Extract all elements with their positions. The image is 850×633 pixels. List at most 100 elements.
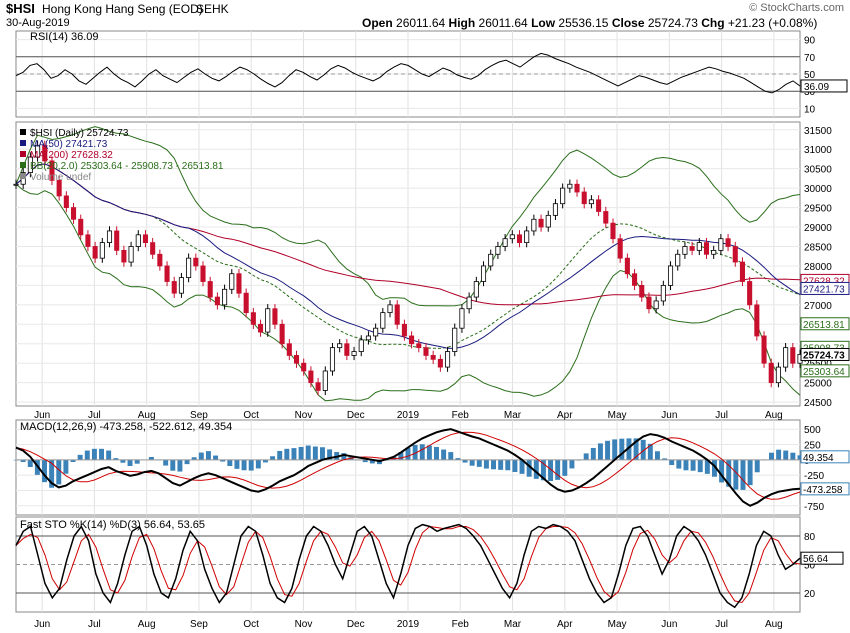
candle-body	[646, 296, 652, 310]
macd-histogram-bar	[483, 459, 489, 469]
macd-histogram-bar	[99, 448, 104, 460]
macd-histogram-bar	[676, 459, 682, 469]
macd-histogram-bar	[106, 450, 112, 460]
macd-histogram-bar	[505, 459, 511, 471]
legend-label-4: Volume undef	[30, 172, 91, 183]
candle-body	[790, 347, 796, 364]
low-value: 25536.15	[558, 16, 609, 30]
candle-body	[243, 292, 249, 314]
x-label-price-13: Jul	[715, 410, 728, 421]
rsi-line	[15, 52, 801, 94]
rsi-ytick-0: 90	[804, 36, 816, 47]
macd-histogram-bar	[198, 452, 204, 460]
candle-body	[329, 347, 336, 372]
candle-body	[488, 253, 494, 267]
candle-body	[78, 218, 84, 236]
candle-body	[365, 335, 371, 341]
macd-histogram-bar	[654, 451, 660, 460]
macd-histogram-bar	[462, 459, 468, 463]
candle-body	[27, 156, 33, 173]
macd-histogram-bar	[405, 447, 411, 460]
sto-right-label-box-0	[800, 551, 844, 565]
candle-body	[775, 366, 781, 384]
macd-histogram-bar	[248, 459, 254, 471]
macd-histogram-bar	[426, 445, 432, 460]
candle-body	[430, 355, 436, 360]
candle-body	[754, 304, 760, 337]
macd-histogram-bar	[597, 443, 603, 460]
bb-lower-line	[15, 183, 801, 402]
price-ytick-14: 24500	[804, 398, 832, 409]
candle-body	[560, 187, 566, 205]
candle-body	[42, 144, 48, 162]
candle-body	[689, 246, 695, 251]
macd-histogram-bar	[562, 459, 568, 476]
price-ytick-9: 27000	[804, 301, 832, 312]
price-label-4: 25724.73	[803, 350, 845, 361]
macd-histogram-bar	[120, 459, 126, 463]
rsi-ytick-4: 10	[804, 104, 816, 115]
ohlc-summary: Open 26011.64 High 26011.64 Low 25536.15…	[362, 16, 817, 30]
macd-histogram-bar	[555, 459, 561, 480]
legend-label-2: MA(200) 27628.32	[30, 150, 113, 161]
candle-body	[703, 242, 710, 255]
macd-histogram-bar	[448, 452, 454, 460]
legend-swatch-2	[20, 151, 26, 157]
candle-body	[178, 277, 184, 294]
macd-histogram-bar	[163, 459, 169, 466]
price-ytick-1: 31000	[804, 145, 832, 156]
macd-histogram-bar	[519, 459, 525, 474]
macd-ytick-5: -750	[804, 502, 824, 513]
macd-ytick-3: -250	[804, 471, 824, 482]
candle-body	[229, 273, 235, 290]
macd-histogram-bar	[134, 459, 140, 464]
x-label-sto-7: 2019	[397, 619, 420, 630]
candle-body	[761, 335, 767, 364]
candle-body	[272, 308, 278, 325]
candle-body	[416, 343, 422, 349]
macd-histogram-bar	[148, 456, 154, 460]
candle-body	[783, 347, 789, 368]
candle-body	[394, 304, 400, 325]
macd-histogram-bar	[70, 459, 76, 462]
macd-histogram-bar	[312, 446, 318, 460]
candle-body	[696, 242, 702, 251]
x-label-price-2: Aug	[138, 410, 156, 421]
macd-histogram-bar	[747, 459, 753, 486]
x-label-sto-9: Mar	[504, 619, 522, 630]
macd-histogram-bar	[540, 459, 546, 481]
sto-k-line	[15, 523, 801, 609]
x-label-price-1: Jul	[88, 410, 101, 421]
macd-histogram-bar	[298, 446, 304, 460]
close-label: Close	[611, 16, 645, 30]
candle-body	[121, 249, 127, 263]
macd-histogram-bar	[56, 459, 62, 485]
candle-body	[322, 370, 328, 391]
candle-body	[351, 351, 357, 356]
x-label-price-8: Feb	[452, 410, 470, 421]
candle-body	[63, 195, 69, 208]
macd-histogram-bar	[398, 452, 404, 460]
macd-histogram-bar	[262, 459, 268, 463]
candle-body	[667, 265, 674, 286]
macd-histogram-bar	[512, 459, 518, 472]
x-label-sto-1: Jul	[88, 619, 101, 630]
x-label-sto-14: Aug	[765, 619, 783, 630]
macd-histogram-bar	[184, 459, 190, 465]
legend-swatch-4	[20, 173, 26, 179]
candle-body	[106, 230, 113, 244]
macd-histogram-bar	[476, 459, 482, 467]
macd-histogram-bar	[569, 459, 575, 469]
price-ytick-13: 25000	[804, 379, 832, 390]
rsi-value-label: 36.09	[804, 82, 829, 93]
price-label-1: 27421.73	[803, 284, 845, 295]
macd-histogram-bar	[327, 449, 333, 460]
macd-histogram-bar	[491, 459, 496, 470]
price-label-box-5	[800, 364, 850, 378]
macd-histogram-bar	[633, 438, 639, 460]
macd-histogram-bar	[291, 448, 297, 460]
x-label-price-10: Apr	[557, 410, 573, 421]
macd-histogram-bar	[697, 459, 703, 473]
price-ytick-7: 28000	[804, 262, 832, 273]
